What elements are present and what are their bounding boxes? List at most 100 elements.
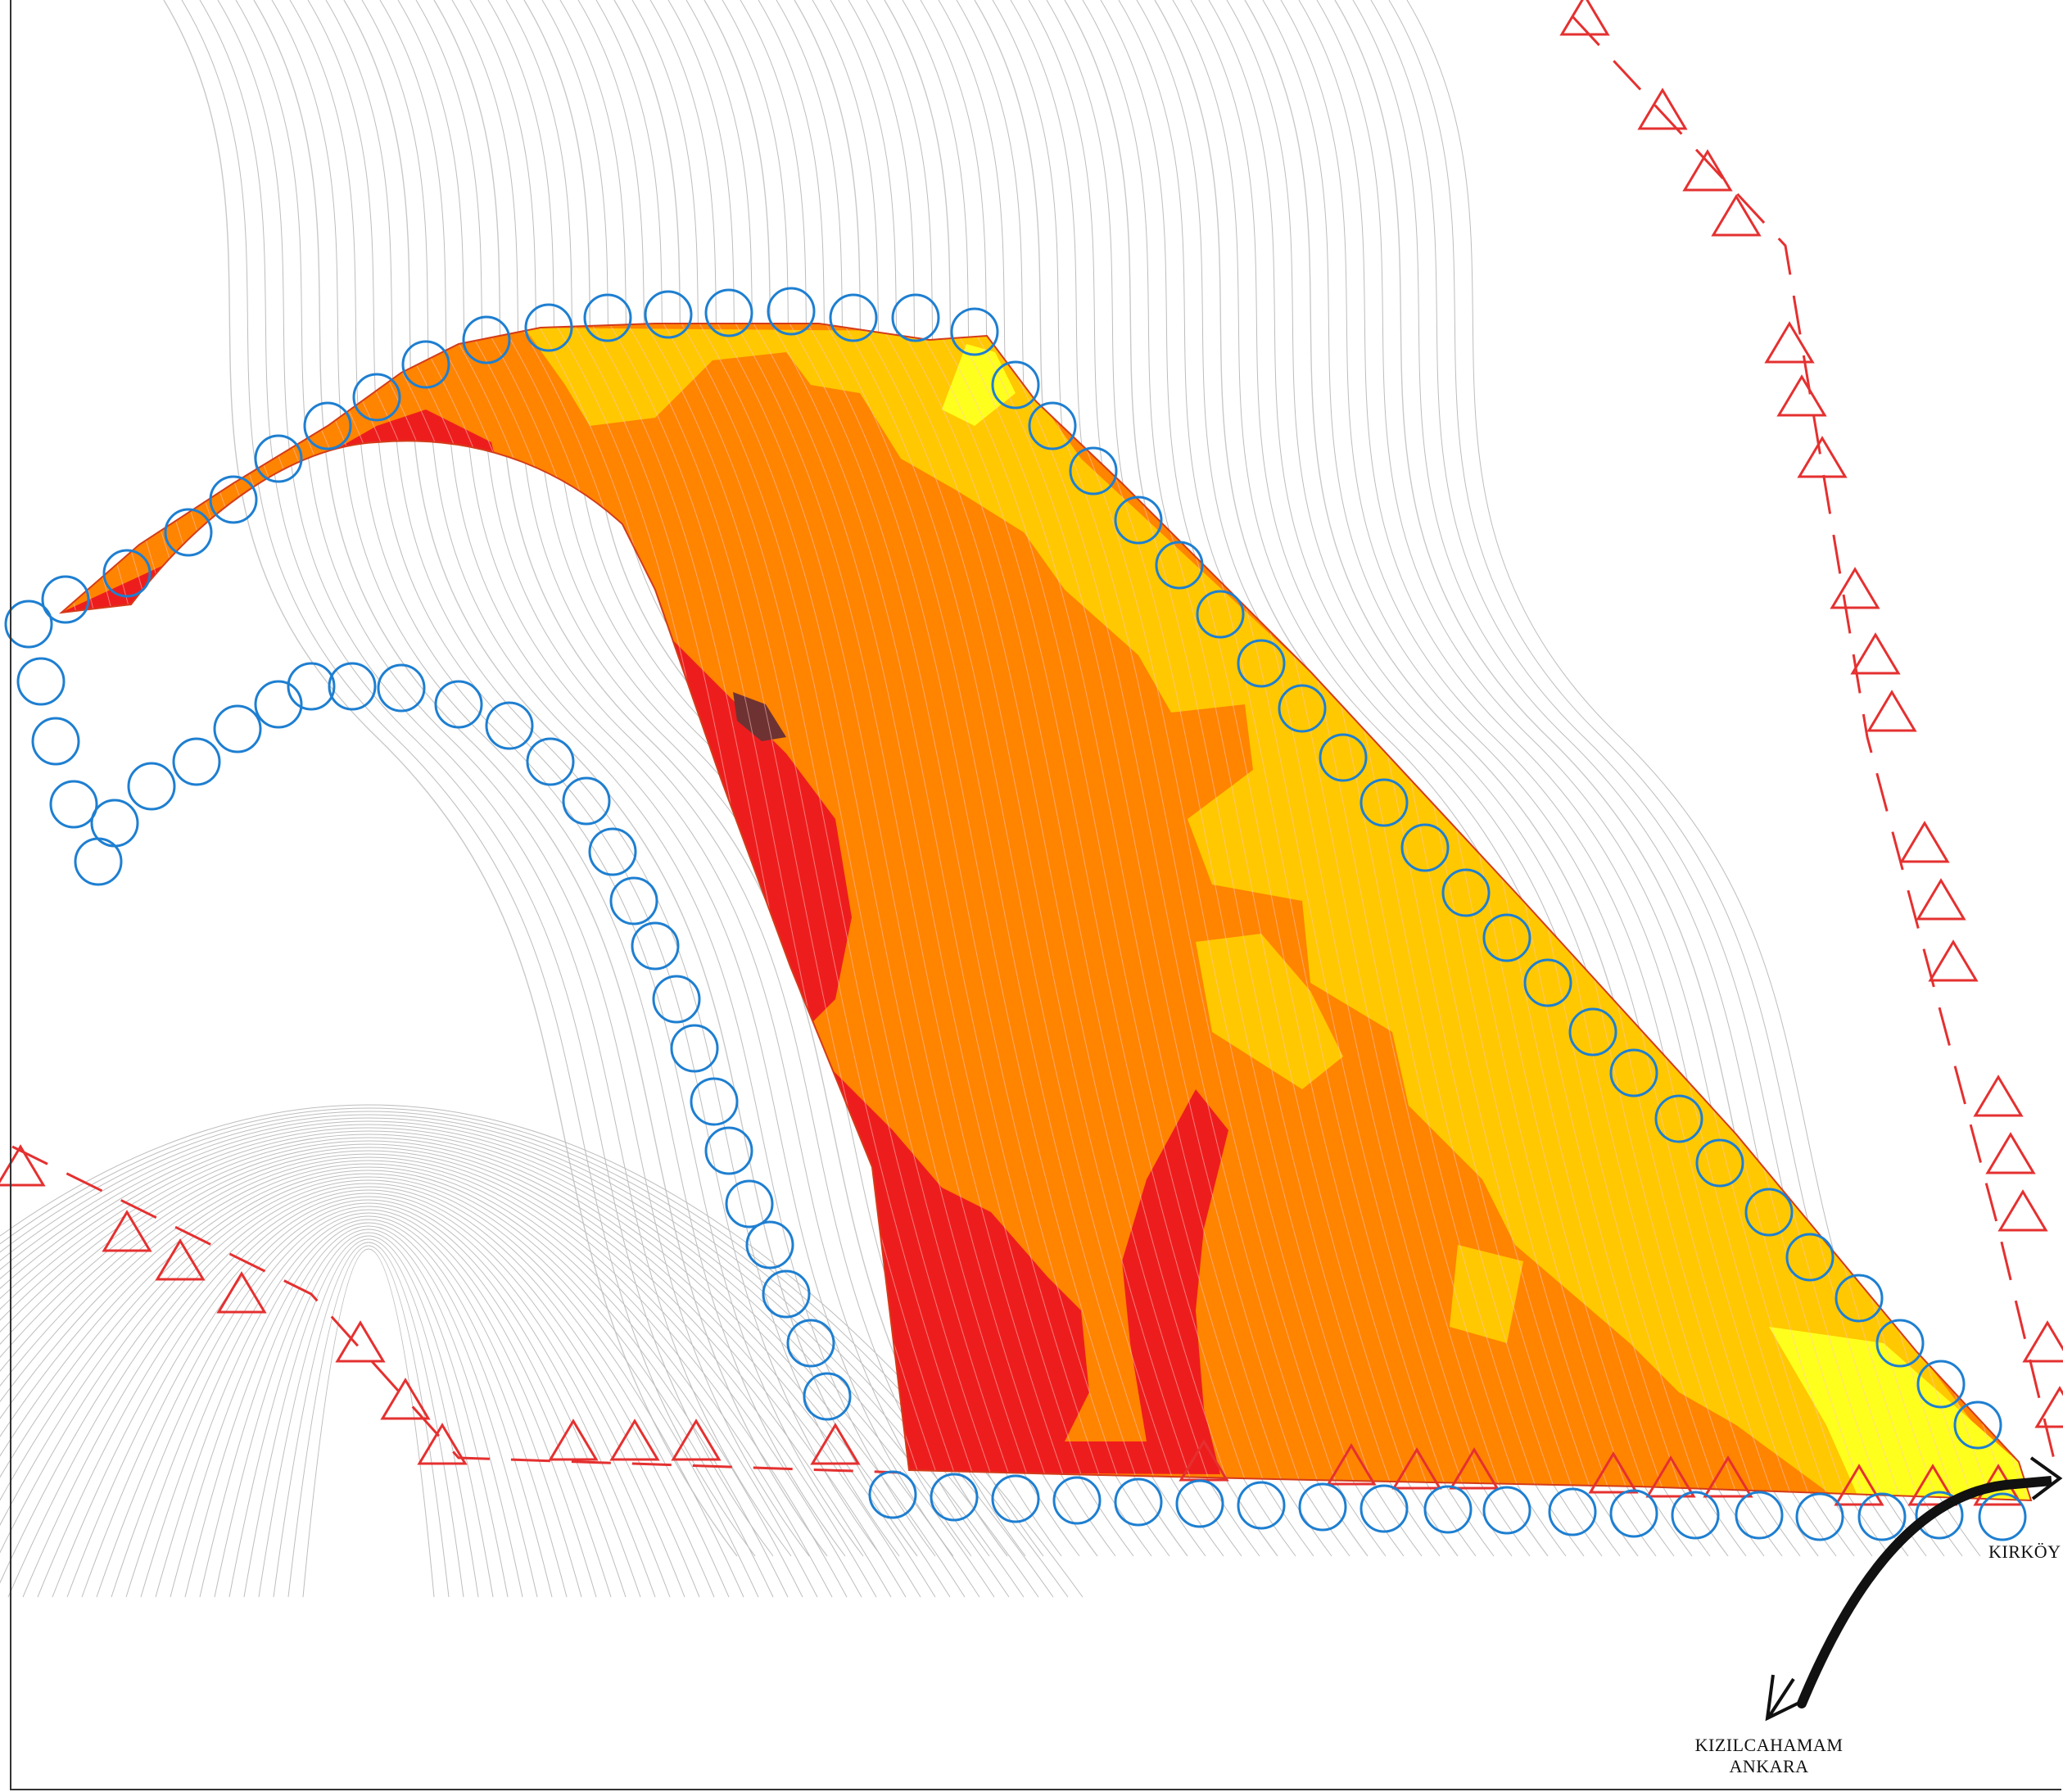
- buffer-circle-icon: [401, 340, 450, 389]
- buffer-circle-icon: [803, 1372, 852, 1421]
- buffer-circle-icon: [1744, 1188, 1794, 1237]
- buffer-circle-icon: [1835, 1274, 1884, 1323]
- buffer-circle-icon: [352, 373, 401, 422]
- boundary-triangle-icon: [216, 1271, 267, 1314]
- buffer-circle-icon: [31, 717, 80, 766]
- boundary-triangle-icon: [0, 1144, 46, 1187]
- buffer-circle-icon: [1735, 1491, 1784, 1540]
- buffer-circle-icon: [1795, 1492, 1844, 1541]
- buffer-circle-icon: [1114, 496, 1163, 545]
- buffer-circle-icon: [745, 1220, 794, 1269]
- buffer-circle-icon: [1953, 1401, 2002, 1450]
- buffer-circle-icon: [254, 680, 303, 729]
- label-kizilcahamam-ankara: KIZILCAHAMAM ANKARA: [1679, 1735, 1859, 1777]
- route-arrow-icon: [1765, 1456, 2063, 1722]
- boundary-triangle-icon: [1850, 632, 1901, 675]
- boundary-dash-west: [11, 1145, 902, 1474]
- buffer-circle-icon: [1052, 1476, 1102, 1525]
- boundary-triangle-icon: [1559, 0, 1610, 36]
- buffer-circle-icon: [102, 549, 152, 598]
- buffer-circle-icon: [609, 876, 658, 925]
- zone-extreme-1: [283, 616, 319, 647]
- boundary-triangle-icon: [417, 1423, 468, 1465]
- buffer-circle-icon: [725, 1179, 774, 1229]
- buffer-circle-icon: [49, 780, 98, 829]
- buffer-circle-icon: [4, 600, 53, 649]
- buffer-circle-icon: [213, 704, 262, 753]
- buffer-circle-icon: [652, 975, 701, 1024]
- boundary-triangle-icon: [2022, 1320, 2063, 1363]
- label-kizilcahamam: KIZILCAHAMAM: [1694, 1735, 1844, 1755]
- buffer-circle-icon: [1875, 1319, 1925, 1368]
- buffer-circle-icon: [588, 827, 637, 876]
- boundary-triangle-icon: [1764, 321, 1815, 364]
- buffer-circle-icon: [868, 1470, 917, 1519]
- buffer-circle-icon: [1671, 1491, 1720, 1540]
- boundary-triangle-icon: [380, 1378, 431, 1420]
- buffer-circle-icon: [1196, 590, 1245, 639]
- buffer-circle-icon: [164, 508, 213, 557]
- boundary-triangle-icon: [1907, 1464, 1958, 1506]
- buffer-circle-icon: [644, 290, 693, 339]
- boundary-triangle-icon: [1391, 1447, 1442, 1490]
- boundary-triangle-icon: [1899, 821, 1950, 863]
- zone-moderate: [524, 328, 2031, 1499]
- boundary-triangle-icon: [1703, 1455, 1753, 1498]
- buffer-circle-icon: [1482, 913, 1531, 962]
- boundary-triangle-icon: [1776, 374, 1827, 417]
- boundary-triangle-icon: [1682, 149, 1733, 192]
- boundary-triangle-icon: [1928, 939, 1979, 982]
- boundary-triangle-icon: [1830, 567, 1880, 609]
- buffer-circle-icon: [631, 921, 680, 971]
- buffer-circle-icon: [1319, 733, 1368, 782]
- buffer-circle-icon: [1028, 401, 1077, 450]
- buffer-circle-icon: [891, 293, 940, 342]
- boundary-triangle-icon: [671, 1419, 722, 1461]
- buffer-circle-icon: [704, 288, 753, 337]
- buffer-circle-icon: [172, 737, 221, 786]
- buffer-circle-icon: [303, 401, 352, 450]
- buffer-circle-icon: [1298, 1482, 1347, 1532]
- buffer-circle-icon: [1978, 1492, 2027, 1541]
- buffer-circle-icon: [1654, 1094, 1703, 1143]
- buffer-circle-icon: [526, 737, 575, 786]
- buffer-circle-icon: [127, 762, 176, 811]
- boundary-triangle-icon: [2034, 1386, 2063, 1428]
- buffer-circle-icon: [1609, 1489, 1658, 1538]
- buffer-circle-icon: [829, 293, 878, 342]
- buffer-circle-icon: [1423, 1485, 1473, 1534]
- buffer-circle-icon: [1069, 446, 1118, 496]
- arrow-south-head-icon: [1765, 1674, 1807, 1722]
- buffer-circle-icon: [1175, 1479, 1224, 1528]
- boundary-triangle-icon: [1449, 1447, 1500, 1490]
- boundary-triangle-icon: [1866, 690, 1917, 732]
- buffer-circle-icon: [762, 1269, 811, 1319]
- buffer-circle-icon: [1155, 541, 1204, 590]
- buffer-circle-icon: [328, 662, 377, 711]
- buffer-circle-icon: [485, 701, 534, 750]
- buffer-circle-icon: [1441, 868, 1491, 917]
- boundary-triangle-icon: [810, 1423, 861, 1465]
- boundary-triangle-icon: [1834, 1464, 1884, 1506]
- buffer-circle-icon: [41, 575, 90, 624]
- boundary-lines: [11, 15, 2057, 1474]
- zone-moderate-patch-2: [1450, 1245, 1523, 1343]
- label-kirkoy: KIRKÖY: [1988, 1541, 2061, 1562]
- buffer-circle-icon: [287, 662, 336, 711]
- boundary-triangle-icon: [1645, 1455, 1696, 1498]
- boundary-triangle-icon: [609, 1419, 660, 1461]
- boundary-triangle-icon: [102, 1210, 152, 1252]
- buffer-circle-icon: [254, 434, 303, 483]
- boundary-triangle-icon: [1326, 1443, 1377, 1486]
- buffer-circle-icon: [1482, 1486, 1531, 1535]
- buffer-circle-icon: [562, 776, 611, 826]
- buffer-circle-icon: [1400, 823, 1450, 872]
- buffer-circle-icon: [524, 303, 573, 352]
- buffer-circle-icon: [377, 663, 426, 713]
- boundary-dash-east: [1571, 15, 2057, 1467]
- buffer-circle-icon: [950, 307, 999, 356]
- buffer-circle-icon: [583, 293, 632, 342]
